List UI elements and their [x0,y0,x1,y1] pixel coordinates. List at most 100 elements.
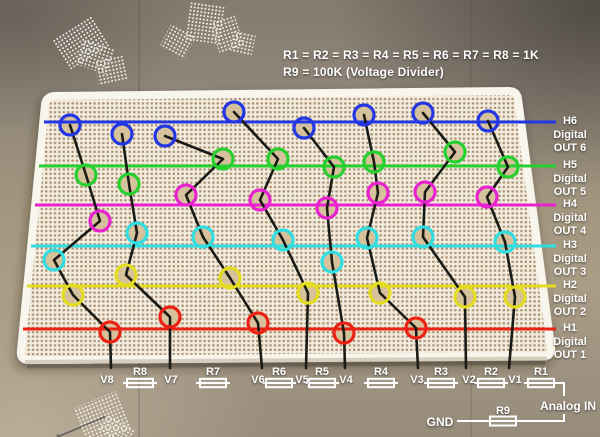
connection-ring-V6-H6 [153,124,177,148]
resistor-label-r3: R3 [433,366,449,378]
column-label-v4: V4 [339,374,353,386]
row-h4-sub1: Digital [553,211,587,224]
board-shadow-line [26,361,546,369]
row-label-h2: H2 Digital OUT 2 [553,279,587,320]
connection-ring-V7-H6 [110,122,134,146]
connection-ring-V3-H1 [404,316,428,340]
row-h3-id: H3 [562,239,578,251]
resistor-label-r6: R6 [271,366,287,378]
row-h4-id: H4 [562,198,578,210]
connection-ring-V4-H4 [315,196,339,220]
row-h6-id: H6 [562,115,578,127]
row-label-h1: H1 Digital OUT 1 [553,322,587,363]
connection-ring-V2-H6 [411,101,435,125]
connection-ring-V8-H3 [42,248,66,272]
connection-ring-V8-H1 [98,320,122,344]
row-h3-sub2: OUT 3 [553,266,587,278]
connection-ring-V2-H4 [413,180,437,204]
connection-ring-V2-H5 [443,140,467,164]
connection-ring-V7-H2 [114,263,138,287]
divider-wire-2 [457,414,565,422]
connection-ring-V6-H4 [174,183,198,207]
annotation-resistor-values: R1 = R2 = R3 = R4 = R5 = R6 = R7 = R8 = … [283,48,539,62]
mesh-fragments-bottom [56,390,137,437]
connection-ring-V1-H2 [503,285,527,309]
annotation-voltage-divider: R9 = 100K (Voltage Divider) [283,65,444,79]
resistor-body-R2 [477,377,505,389]
connection-ring-V4-H3 [320,250,344,274]
connection-ring-V3-H6 [352,103,376,127]
resistor-label-r5: R5 [314,366,330,378]
resistor-label-r1: R1 [533,366,549,378]
column-label-v5: V5 [295,374,309,386]
connection-ring-V6-H3 [191,225,215,249]
connection-ring-V1-H6 [476,109,500,133]
connection-ring-V1-H5 [496,155,520,179]
divider-wire-1 [558,382,565,396]
resistor-body-R4 [367,377,395,389]
row-label-h3: H3 Digital OUT 3 [553,239,587,280]
resistor-body-R1 [527,377,555,389]
connection-ring-V5-H4 [248,188,272,212]
row-h1-sub2: OUT 1 [553,349,587,361]
connection-ring-V4-H1 [332,321,356,345]
wire-column-V8 [52,123,113,370]
resistor-label-r7: R7 [205,366,221,378]
resistor-body-R6 [265,377,293,389]
row-h2-id: H2 [562,279,578,291]
connection-ring-V7-H1 [158,305,182,329]
row-h1-sub1: Digital [553,335,587,348]
connection-ring-V8-H6 [58,113,82,137]
row-h3-sub1: Digital [553,252,587,265]
column-label-v8: V8 [100,374,114,386]
resistor-body-R5 [308,377,336,389]
row-h1-id: H1 [562,322,578,334]
connection-ring-V5-H6 [222,100,246,124]
connection-ring-V4-H6 [292,116,316,140]
connection-ring-V8-H4 [88,209,112,233]
connection-ring-V6-H2 [218,266,242,290]
wire-column-V4 [302,126,347,370]
column-label-v2: V2 [462,374,476,386]
connection-ring-V6-H1 [246,311,270,335]
perfboard [16,86,556,365]
row-h6-sub2: OUT 6 [553,142,587,154]
resistor-label-r4: R4 [373,366,389,378]
connection-ring-V5-H2 [296,281,320,305]
resistor-label-r2: R2 [483,366,499,378]
connection-ring-V6-H5 [211,147,235,171]
connection-ring-V7-H3 [125,221,149,245]
connection-ring-V3-H2 [368,281,392,305]
column-label-v7: V7 [164,374,178,386]
connection-ring-V2-H2 [453,285,477,309]
resistor-body-R3 [427,377,455,389]
row-h2-sub2: OUT 2 [553,306,587,318]
resistor-body-R8 [126,377,154,389]
column-label-v6: V6 [251,374,265,386]
row-h6-sub1: Digital [553,128,587,141]
connection-ring-V3-H3 [355,226,379,250]
connection-ring-V2-H3 [411,225,435,249]
r9-label: R9 [495,405,511,417]
resistor-body-R9 [489,415,517,427]
connection-ring-V8-H5 [74,163,98,187]
connection-ring-V3-H4 [366,181,390,205]
connection-ring-V1-H3 [493,230,517,254]
connection-ring-V5-H5 [266,147,290,171]
column-label-v1: V1 [508,374,522,386]
connection-ring-V8-H2 [61,283,85,307]
row-label-h6: H6 Digital OUT 6 [553,115,587,156]
row-h5-id: H5 [562,159,578,171]
wire-column-V6 [163,134,264,370]
row-label-h4: H4 Digital OUT 4 [553,198,587,239]
resistor-body-R7 [199,377,227,389]
resistor-label-r8: R8 [132,366,148,378]
row-h5-sub2: OUT 5 [553,186,587,198]
gnd-label: GND [426,415,454,429]
connection-ring-V1-H4 [475,185,499,209]
column-label-v3: V3 [410,374,424,386]
wire-column-V3 [362,113,420,370]
connection-ring-V7-H5 [117,172,141,196]
